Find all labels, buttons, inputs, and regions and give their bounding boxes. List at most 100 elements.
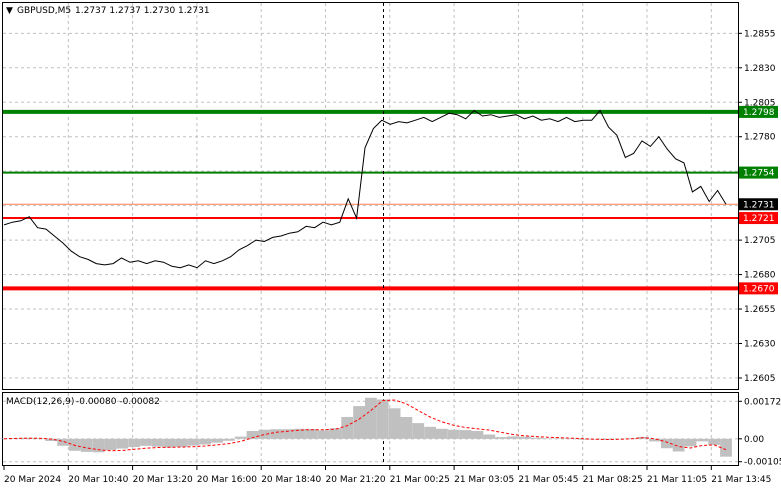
macd-bar xyxy=(459,430,472,439)
macd-bar xyxy=(424,426,436,439)
symbol-title: GBPUSD,M5 xyxy=(17,6,71,16)
macd-bar xyxy=(542,438,555,439)
x-tick-label: 20 Mar 16:00 xyxy=(197,475,257,485)
macd-bar xyxy=(471,431,484,439)
x-tick-label: 20 Mar 18:40 xyxy=(261,475,321,485)
macd-bar xyxy=(684,438,697,447)
macd-bar xyxy=(246,431,259,439)
macd-bar xyxy=(80,438,93,452)
y-axis: 1.28551.28301.28051.27801.27551.27301.27… xyxy=(738,29,781,468)
macd-series xyxy=(0,397,732,457)
macd-bar xyxy=(234,436,247,439)
macd-bar xyxy=(92,438,105,453)
macd-bar xyxy=(305,429,318,439)
x-tick-label: 21 Mar 08:25 xyxy=(583,475,643,485)
macd-bar xyxy=(187,438,200,446)
level-labels: 1.2798 1.2754 1.2721 1.2670 1.2731 xyxy=(739,105,778,295)
price-series xyxy=(3,109,727,269)
y-tick-label: 1.2705 xyxy=(744,236,776,246)
macd-bar xyxy=(21,437,34,439)
y-tick-label: 1.2605 xyxy=(744,374,776,384)
macd-bar xyxy=(613,438,626,440)
macd-bar xyxy=(223,438,235,441)
x-tick-label: 21 Mar 03:05 xyxy=(454,475,514,485)
macd-bar xyxy=(578,438,590,440)
macd-bar xyxy=(140,438,152,446)
price-panel-frame xyxy=(2,2,739,390)
macd-bar xyxy=(341,417,354,439)
macd-bar xyxy=(128,438,141,448)
x-axis: 20 Mar 2024 20 Mar 10:40 20 Mar 13:20 20 Ma… xyxy=(3,466,771,485)
signal-line xyxy=(3,399,727,452)
level-label: 1.2754 xyxy=(743,169,775,179)
macd-tick-label: 0.00172 xyxy=(744,397,781,407)
symbol-header-icon: ▼ xyxy=(6,6,13,16)
level-label: 1.2721 xyxy=(743,214,775,224)
y-tick-label: 1.2855 xyxy=(744,29,776,39)
levels xyxy=(3,109,738,291)
macd-bar xyxy=(199,438,212,445)
macd-bar xyxy=(720,438,732,457)
macd-title: MACD(12,26,9) xyxy=(6,397,74,407)
macd-bar xyxy=(282,429,294,439)
macd-values: -0.00080 -0.00082 xyxy=(76,397,160,407)
current-price-box xyxy=(739,198,778,211)
macd-bar xyxy=(388,408,401,439)
macd-bar xyxy=(258,429,271,439)
macd-bar xyxy=(317,430,330,439)
x-tick-label: 21 Mar 11:05 xyxy=(647,475,707,485)
x-tick-label: 20 Mar 21:20 xyxy=(326,475,386,485)
level-label-box xyxy=(739,282,778,295)
macd-bar xyxy=(507,436,519,439)
macd-bar xyxy=(163,438,176,448)
macd-bar xyxy=(495,437,507,439)
macd-bar xyxy=(57,438,70,446)
macd-panel-frame xyxy=(2,392,739,466)
macd-bar xyxy=(270,429,283,439)
macd-bar xyxy=(660,438,673,449)
macd-bar xyxy=(376,399,389,439)
y-tick-label: 1.2780 xyxy=(744,133,776,143)
x-tick-label: 21 Mar 00:25 xyxy=(390,475,450,485)
macd-bar xyxy=(589,438,602,440)
x-tick-label: 21 Mar 05:45 xyxy=(518,475,578,485)
macd-bar xyxy=(211,438,223,443)
x-tick-label: 21 Mar 13:45 xyxy=(711,475,771,485)
macd-bar xyxy=(116,438,129,449)
level-label: 1.2670 xyxy=(743,284,775,294)
macd-bar xyxy=(696,438,709,442)
macd-bar xyxy=(708,438,720,445)
macd-bar xyxy=(175,438,188,447)
x-tick-label: 20 Mar 13:20 xyxy=(133,475,193,485)
macd-bar xyxy=(447,429,460,439)
current-price-label: 1.2731 xyxy=(743,200,775,210)
y-tick-label: 1.2630 xyxy=(744,340,776,350)
macd-bar xyxy=(365,397,377,439)
level-label-box xyxy=(739,166,778,179)
price-line xyxy=(3,109,727,269)
macd-bar xyxy=(353,406,365,439)
macd-bar xyxy=(554,438,567,439)
level-label-box xyxy=(739,212,778,225)
level-label: 1.2798 xyxy=(743,108,775,118)
macd-bar xyxy=(649,438,661,442)
macd-tick-label: 0.00 xyxy=(744,435,764,445)
y-tick-label: 1.2655 xyxy=(744,305,776,315)
macd-bar xyxy=(530,437,543,439)
macd-bar xyxy=(436,428,448,439)
x-tick-label: 20 Mar 2024 xyxy=(4,475,61,485)
x-tick-label: 20 Mar 10:40 xyxy=(68,475,128,485)
grid xyxy=(3,3,738,465)
macd-bar xyxy=(69,438,81,451)
macd-bar xyxy=(400,417,413,439)
macd-bar xyxy=(152,438,164,447)
level-label-box xyxy=(739,105,778,118)
macd-bar xyxy=(672,438,685,452)
macd-bar xyxy=(45,438,58,441)
ohlc-values: 1.2737 1.2737 1.2730 1.2731 xyxy=(75,6,210,16)
macd-bar xyxy=(104,438,117,451)
macd-bar xyxy=(518,436,531,439)
macd-bar xyxy=(566,438,578,440)
macd-tick-label: -0.00105 xyxy=(744,458,781,468)
